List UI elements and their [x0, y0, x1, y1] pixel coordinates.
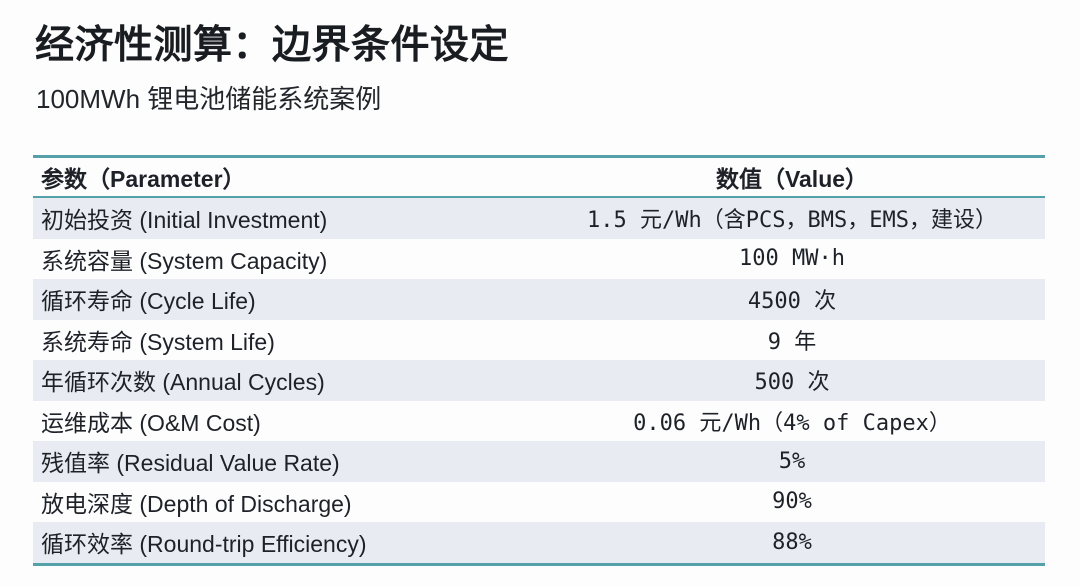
value-cell: 0.06 元/Wh（4% of Capex） [633, 410, 951, 436]
table-row: 放电深度 (Depth of Discharge) 90% [33, 482, 1045, 523]
value-cell: 100 MW·h [739, 246, 845, 272]
table-body: 初始投资 (Initial Investment) 1.5 元/Wh（含PCS，… [33, 198, 1045, 563]
parameter-cell: 循环寿命 (Cycle Life) [41, 288, 256, 315]
value-cell: 5% [778, 448, 806, 474]
table-row: 循环效率 (Round-trip Efficiency) 88% [33, 522, 1045, 563]
value-cell: 90% [772, 489, 812, 515]
table-row: 残值率 (Residual Value Rate) 5% [33, 441, 1045, 482]
column-header-parameter: 参数（Parameter） [41, 166, 246, 192]
table-row: 循环寿命 (Cycle Life) 4500 次 [33, 279, 1045, 320]
value-cell: 88% [772, 529, 812, 555]
page-subtitle: 100MWh 锂电池储能系统案例 [36, 84, 382, 114]
parameter-cell: 初始投资 (Initial Investment) [41, 207, 328, 234]
value-cell: 9 年 [767, 329, 817, 355]
parameter-cell: 残值率 (Residual Value Rate) [41, 450, 340, 477]
table-row: 运维成本 (O&M Cost) 0.06 元/Wh（4% of Capex） [33, 401, 1045, 442]
table-header-row: 参数（Parameter） 数值（Value） [33, 158, 1045, 198]
parameter-cell: 年循环次数 (Annual Cycles) [41, 369, 325, 396]
parameter-cell: 循环效率 (Round-trip Efficiency) [41, 531, 367, 558]
value-cell: 4500 次 [747, 289, 837, 315]
parameter-cell: 系统容量 (System Capacity) [41, 247, 328, 274]
value-cell: 1.5 元/Wh（含PCS，BMS，EMS，建设） [587, 208, 997, 234]
page-title: 经济性测算：边界条件设定 [35, 24, 510, 67]
parameter-cell: 放电深度 (Depth of Discharge) [41, 490, 352, 517]
column-header-value: 数值（Value） [715, 166, 869, 192]
table-row: 系统容量 (System Capacity) 100 MW·h [33, 239, 1045, 280]
parameter-cell: 运维成本 (O&M Cost) [41, 409, 261, 436]
table-row: 初始投资 (Initial Investment) 1.5 元/Wh（含PCS，… [33, 198, 1045, 239]
parameters-table: 参数（Parameter） 数值（Value） 初始投资 (Initial In… [33, 155, 1045, 566]
value-cell: 500 次 [754, 370, 830, 396]
table-row: 年循环次数 (Annual Cycles) 500 次 [33, 360, 1045, 401]
parameter-cell: 系统寿命 (System Life) [41, 328, 275, 355]
table-row: 系统寿命 (System Life) 9 年 [33, 320, 1045, 361]
